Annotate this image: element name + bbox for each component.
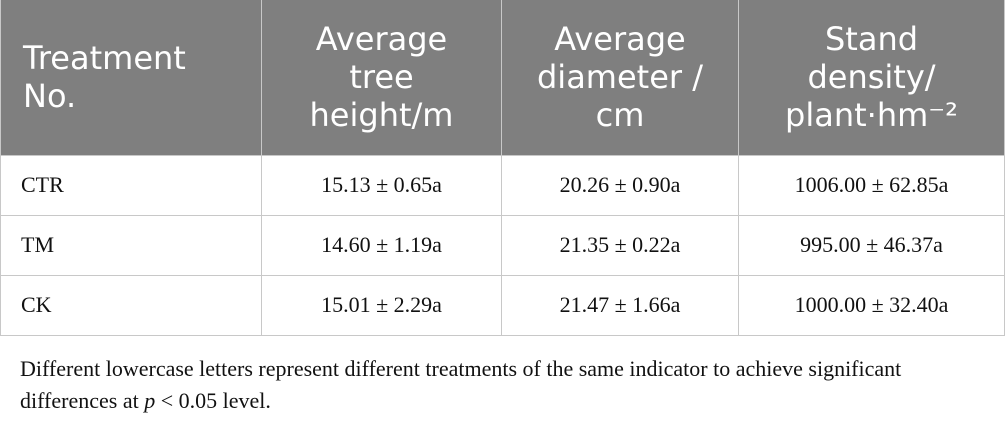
- tree-height-cell: 15.01 ± 2.29a: [261, 274, 502, 336]
- diameter-cell: 20.26 ± 0.90a: [501, 154, 739, 216]
- stand-density-cell: 995.00 ± 46.37a: [738, 214, 1005, 276]
- header-treatment-no: Treatment No.: [0, 0, 262, 156]
- data-table: Treatment No. Average tree height/m Aver…: [0, 0, 1005, 336]
- header-row: Treatment No. Average tree height/m Aver…: [0, 0, 1005, 156]
- header-stand-density: Stand density/ plant·hm⁻²: [738, 0, 1005, 156]
- table-footnote: Different lowercase letters represent di…: [20, 353, 980, 417]
- diameter-cell: 21.47 ± 1.66a: [501, 274, 739, 336]
- footnote-p-symbol: p: [144, 388, 156, 413]
- table-row: CTR 15.13 ± 0.65a 20.26 ± 0.90a 1006.00 …: [0, 154, 1005, 216]
- table-row: TM 14.60 ± 1.19a 21.35 ± 0.22a 995.00 ± …: [0, 214, 1005, 276]
- stand-density-cell: 1006.00 ± 62.85a: [738, 154, 1005, 216]
- treatment-cell: CK: [0, 274, 262, 336]
- stand-density-cell: 1000.00 ± 32.40a: [738, 274, 1005, 336]
- header-average-diameter: Average diameter / cm: [501, 0, 739, 156]
- footnote-threshold: < 0.05 level.: [155, 388, 271, 413]
- tree-height-cell: 15.13 ± 0.65a: [261, 154, 502, 216]
- header-average-tree-height: Average tree height/m: [261, 0, 502, 156]
- table-row: CK 15.01 ± 2.29a 21.47 ± 1.66a 1000.00 ±…: [0, 274, 1005, 336]
- diameter-cell: 21.35 ± 0.22a: [501, 214, 739, 276]
- treatment-cell: CTR: [0, 154, 262, 216]
- tree-height-cell: 14.60 ± 1.19a: [261, 214, 502, 276]
- footnote-text: Different lowercase letters represent di…: [20, 356, 902, 413]
- treatment-cell: TM: [0, 214, 262, 276]
